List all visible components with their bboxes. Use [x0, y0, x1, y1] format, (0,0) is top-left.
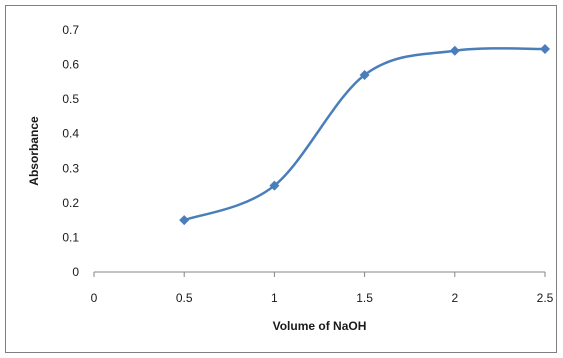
data-point-marker: [269, 180, 280, 191]
y-tick-label: 0.5: [62, 92, 79, 106]
y-tick-label: 0: [72, 265, 79, 279]
data-point-marker: [359, 69, 370, 80]
y-tick-label: 0.6: [62, 58, 79, 72]
y-axis-title: Absorbance: [27, 116, 41, 186]
y-tick-labels: 0 0.1 0.2 0.3 0.4 0.5 0.6 0.7: [62, 23, 79, 279]
x-tick-label: 1: [271, 291, 278, 305]
y-tick-label: 0.4: [62, 127, 79, 141]
x-tick-label: 2.5: [537, 291, 554, 305]
x-tick-marks: [93, 272, 546, 277]
x-axis-title: Volume of NaOH: [273, 319, 367, 333]
series-line: [182, 47, 547, 222]
x-tick-label: 1.5: [356, 291, 373, 305]
y-tick-label: 0.2: [62, 196, 79, 210]
data-point-marker: [449, 45, 460, 56]
x-tick-labels: 0 0.5 1 1.5 2 2.5: [91, 291, 554, 305]
data-point-marker: [540, 44, 550, 55]
y-tick-label: 0.7: [62, 23, 79, 37]
x-tick-label: 0.5: [176, 291, 193, 305]
x-tick-label: 0: [91, 291, 98, 305]
data-point-marker: [179, 215, 190, 226]
y-tick-label: 0.3: [62, 161, 79, 175]
y-tick-label: 0.1: [62, 230, 79, 244]
series-group: [179, 44, 550, 226]
x-tick-label: 2: [451, 291, 458, 305]
